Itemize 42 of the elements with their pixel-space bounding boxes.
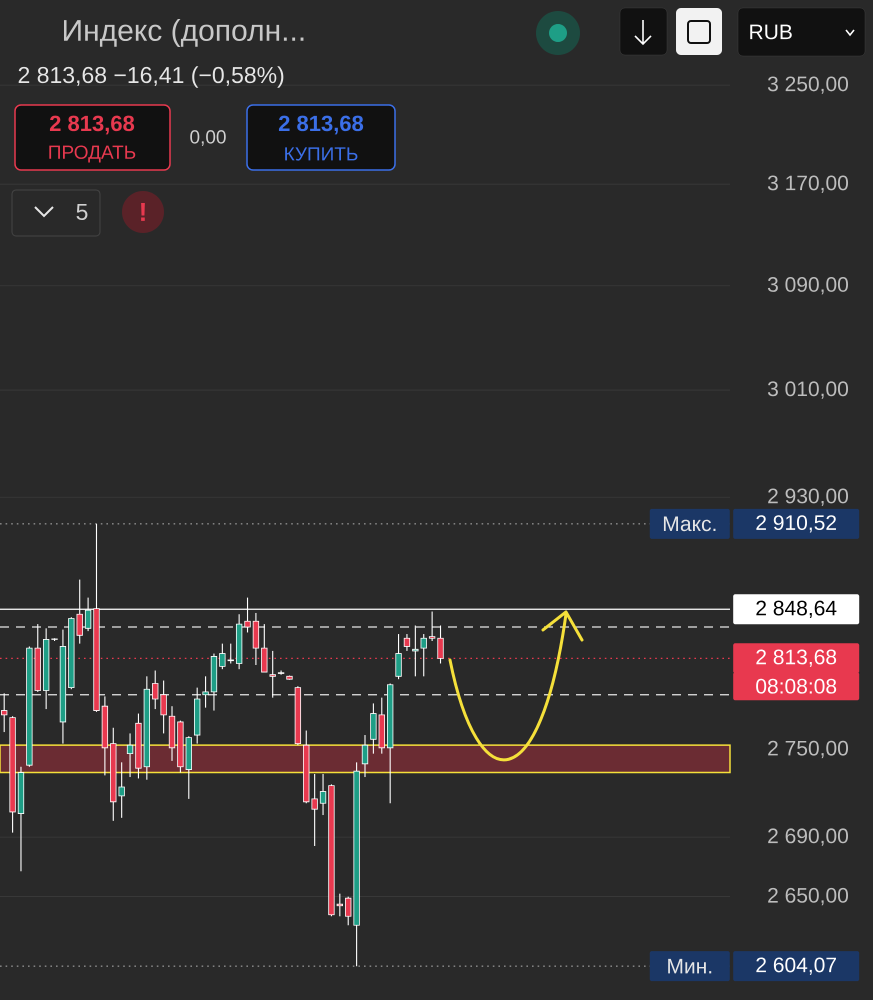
y-tick-label: 2 750,00 [768,740,848,758]
annotation: 0,00 [190,130,226,146]
candlestick [160,680,167,734]
candlestick [126,732,134,778]
annotation: ! [141,203,145,221]
candlestick [118,762,125,818]
y-tick-label: 2 650,00 [768,888,848,906]
annotation: ПРОДАТЬ [49,145,136,163]
candlestick [395,633,402,680]
candlestick [412,624,419,677]
candlestick [420,633,427,677]
y-tick-label: 3 090,00 [768,277,848,294]
candlestick [404,633,410,652]
y-tick-label: 3 250,00 [768,76,848,94]
annotation: Макс. [664,516,716,532]
text: RUB [750,24,792,40]
annotation: 5 [76,204,88,220]
y-tick-label: 2 930,00 [768,488,848,506]
ref-line-label: 2 813,68 [756,650,836,667]
ref-line-label: 2 848,64 [756,600,836,618]
text: 2 813,68 −16,41 (−0,58%) [18,66,284,88]
candlestick [219,643,226,670]
annotation: 2 813,68 [50,116,134,134]
candlestick [345,896,352,926]
y-tick-label: 3 010,00 [768,381,848,399]
candlestick [152,670,158,710]
candlestick [336,893,343,917]
y-tick-label: 3 170,00 [768,175,848,193]
text: Индекс (дополн... [64,19,304,47]
candlestick [202,676,209,708]
ref-line-label: 2 604,07 [756,957,836,975]
annotation: 2 813,68 [278,116,364,134]
candlestick [228,643,234,664]
candlestick [311,773,318,847]
y-tick-label: 2 690,00 [768,828,848,846]
ref-line-label: 2 910,52 [756,515,836,533]
candlestick [320,773,326,816]
annotation: КУПИТЬ [285,147,358,161]
text: 08:08:08 [756,678,836,694]
annotation: Мин. [668,958,712,974]
candlestick [1,692,8,733]
candlestick [362,734,368,778]
